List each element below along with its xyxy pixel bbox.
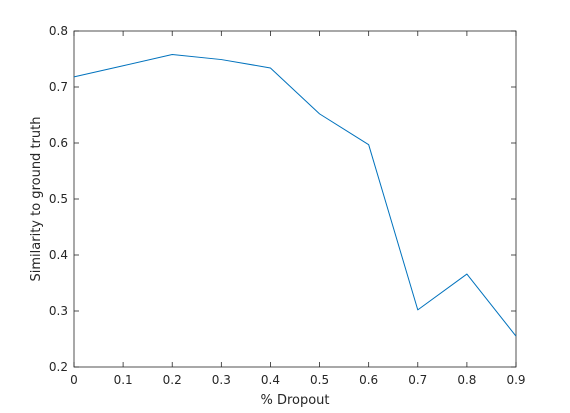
series-line — [73, 54, 517, 337]
x-tick-label: 0.2 — [163, 373, 182, 387]
data-point — [367, 143, 369, 145]
y-axis: 0.2 0.3 0.4 0.5 0.6 0.7 0.8 — [49, 24, 516, 374]
data-point — [269, 67, 271, 69]
data-point — [515, 335, 517, 337]
x-tick-label: 0 — [70, 373, 78, 387]
data-point — [220, 58, 222, 60]
x-axis-title: % Dropout — [260, 393, 329, 408]
x-tick-label: 0.6 — [359, 373, 378, 387]
y-tick-label: 0.3 — [49, 304, 68, 318]
y-tick-label: 0.4 — [49, 248, 68, 262]
x-tick-label: 0.1 — [114, 373, 133, 387]
y-tick-label: 0.7 — [49, 80, 68, 94]
data-point — [171, 53, 173, 55]
y-axis-title: Similarity to ground truth — [29, 117, 44, 282]
data-point — [417, 309, 419, 311]
x-tick-label: 0.8 — [457, 373, 476, 387]
data-point — [318, 113, 320, 115]
data-point — [466, 273, 468, 275]
x-tick-label: 0.4 — [261, 373, 280, 387]
x-tick-label: 0.9 — [506, 373, 525, 387]
data-point — [73, 76, 75, 78]
y-tick-label: 0.8 — [49, 24, 68, 38]
x-tick-label: 0.5 — [310, 373, 329, 387]
x-axis: 0 0.1 0.2 0.3 0.4 0.5 0.6 0.7 0.8 0.9 — [70, 31, 526, 387]
y-tick-label: 0.6 — [49, 136, 68, 150]
data-point — [122, 65, 124, 67]
y-tick-label: 0.2 — [49, 360, 68, 374]
x-tick-label: 0.3 — [212, 373, 231, 387]
x-tick-label: 0.7 — [408, 373, 427, 387]
y-tick-label: 0.5 — [49, 192, 68, 206]
